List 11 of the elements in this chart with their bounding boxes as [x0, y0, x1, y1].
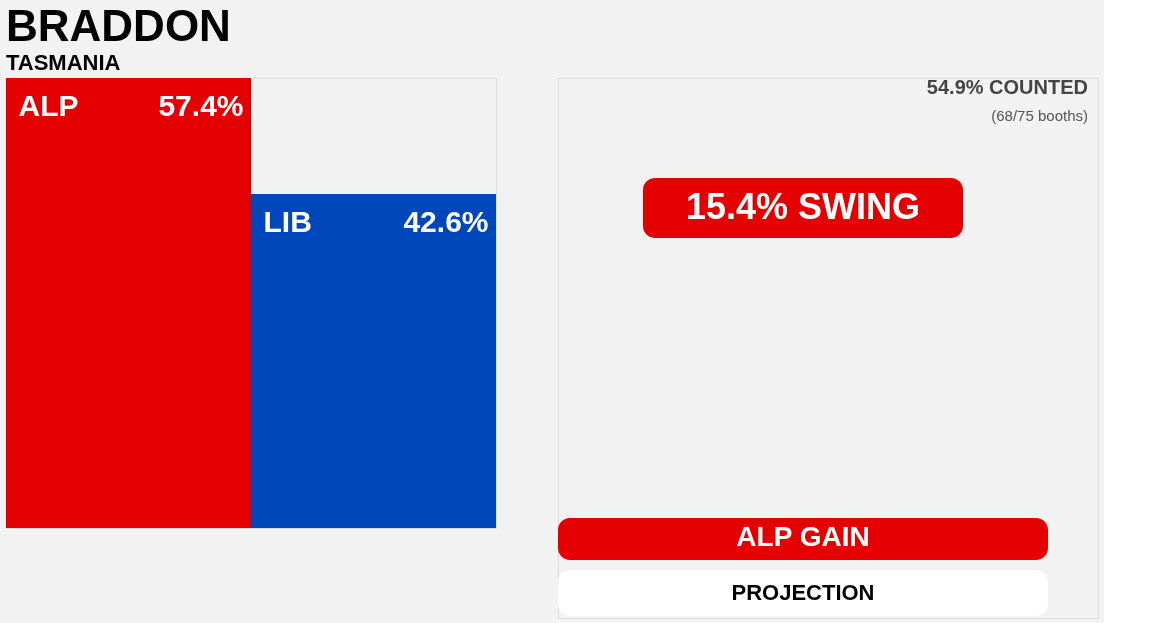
- x-tick-label: LIB: [263, 205, 312, 239]
- data-label: 42.6%: [403, 205, 489, 239]
- text: PROJECTION: [731, 580, 875, 605]
- x-tick-label: ALP: [18, 89, 79, 122]
- chart-subtitle: TASMANIA: [6, 50, 121, 75]
- text: ALP GAIN: [736, 521, 870, 552]
- text: (68/75 booths): [991, 107, 1088, 124]
- text: 15.4% SWING: [685, 186, 921, 227]
- text: 54.9% COUNTED: [926, 76, 1088, 98]
- data-label: 57.4%: [158, 89, 244, 122]
- chart-title: BRADDON: [6, 1, 231, 50]
